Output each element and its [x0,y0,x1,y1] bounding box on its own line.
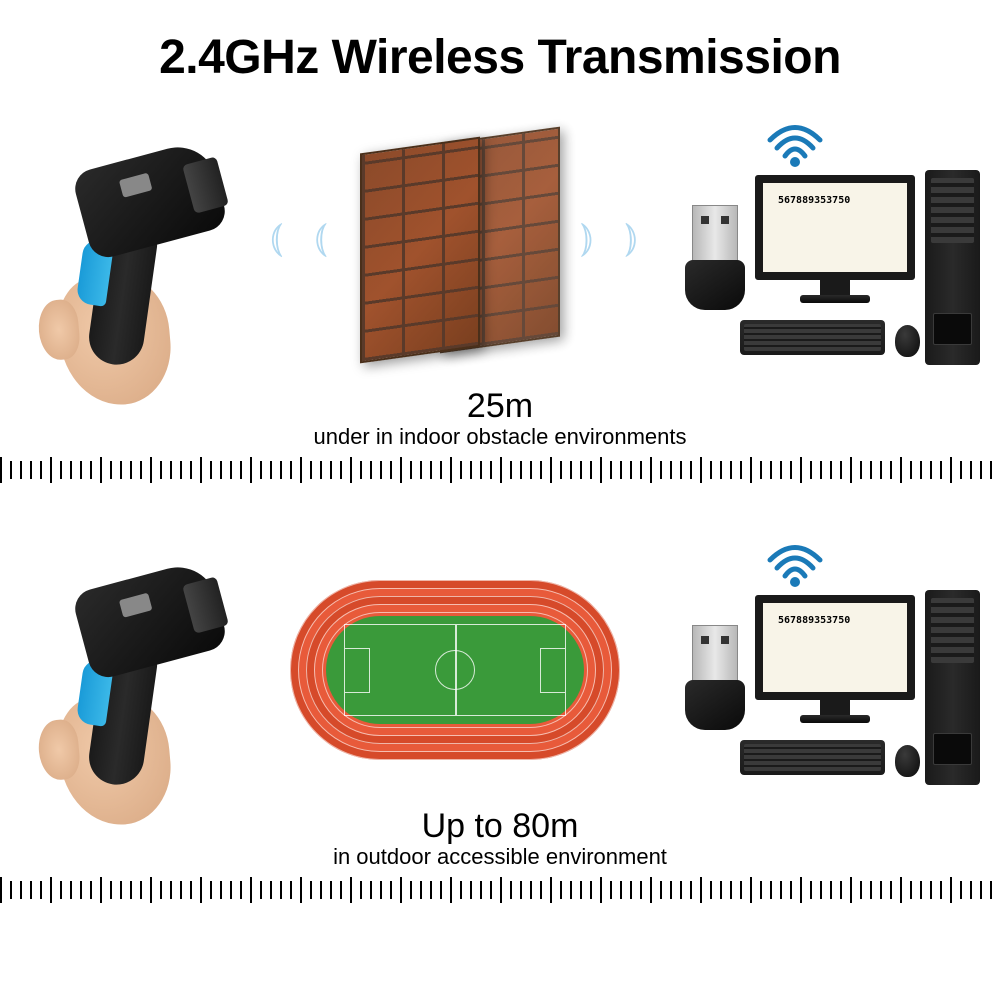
monitor-icon: 567889353750 [755,595,915,725]
screen-barcode-text: 567889353750 [778,195,850,206]
caption-indoor: 25m under in indoor obstacle environment… [0,387,1000,450]
screen-barcode-text: 567889353750 [778,615,850,626]
pc-tower-icon [925,590,980,785]
barcode-scanner-icon [30,145,250,405]
scene-indoor: ⦅ ⦅ ⦆ ⦆ 567889353750 25m [0,115,1000,455]
scene-outdoor: 567889353750 Up to 80m in outdoor access… [0,535,1000,875]
wifi-icon [765,120,825,170]
monitor-icon: 567889353750 [755,175,915,305]
barcode-scanner-icon [30,565,250,825]
page-title: 2.4GHz Wireless Transmission [0,0,1000,85]
distance-label: Up to 80m [0,807,1000,846]
wifi-icon [765,540,825,590]
distance-label: 25m [0,387,1000,426]
ruler-divider-icon [0,875,1000,905]
usb-dongle-icon [680,205,750,315]
stadium-track-icon [290,580,620,760]
signal-wave-left-icon: ⦅ ⦅ [270,215,338,260]
mouse-icon [895,325,920,357]
distance-description: under in indoor obstacle environments [0,424,1000,450]
computer-setup-icon: 567889353750 [680,540,980,820]
ruler-divider-icon [0,455,1000,485]
keyboard-icon [740,320,885,355]
distance-description: in outdoor accessible environment [0,844,1000,870]
keyboard-icon [740,740,885,775]
usb-dongle-icon [680,625,750,735]
mouse-icon [895,745,920,777]
signal-wave-right-icon: ⦆ ⦆ [580,215,648,260]
brick-walls-icon [360,135,570,365]
caption-outdoor: Up to 80m in outdoor accessible environm… [0,807,1000,870]
pc-tower-icon [925,170,980,365]
computer-setup-icon: 567889353750 [680,120,980,400]
